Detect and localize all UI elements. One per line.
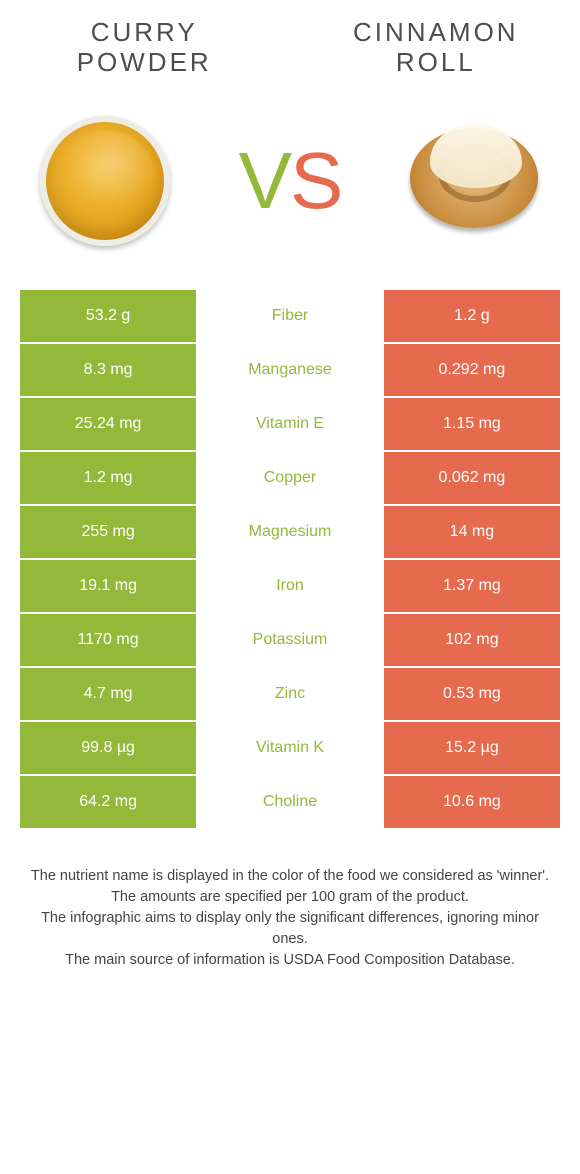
left-value: 8.3 mg <box>20 344 198 396</box>
right-value: 102 mg <box>382 614 560 666</box>
left-value: 255 mg <box>20 506 198 558</box>
right-value: 1.2 g <box>382 290 560 342</box>
right-value: 0.062 mg <box>382 452 560 504</box>
footer-line-2: The amounts are specified per 100 gram o… <box>28 887 552 908</box>
right-food-title: CINNAMON ROLL <box>312 18 560 78</box>
vs-letter-s: S <box>290 135 341 227</box>
nutrient-label: Iron <box>198 560 382 612</box>
table-row: 25.24 mgVitamin E1.15 mg <box>20 398 560 452</box>
table-row: 1170 mgPotassium102 mg <box>20 614 560 668</box>
table-row: 8.3 mgManganese0.292 mg <box>20 344 560 398</box>
footer-line-4: The main source of information is USDA F… <box>28 950 552 971</box>
nutrient-label: Copper <box>198 452 382 504</box>
right-value: 14 mg <box>382 506 560 558</box>
left-food-title: CURRY POWDER <box>20 18 268 78</box>
right-value: 0.292 mg <box>382 344 560 396</box>
footer-line-1: The nutrient name is displayed in the co… <box>28 866 552 887</box>
left-value: 53.2 g <box>20 290 198 342</box>
nutrient-label: Manganese <box>198 344 382 396</box>
right-food-image <box>400 106 550 256</box>
right-value: 10.6 mg <box>382 776 560 828</box>
nutrient-label: Choline <box>198 776 382 828</box>
nutrient-label: Potassium <box>198 614 382 666</box>
infographic-root: CURRY POWDER CINNAMON ROLL V S 53.2 gFib… <box>0 0 580 991</box>
footer-line-3: The infographic aims to display only the… <box>28 908 552 950</box>
left-value: 1.2 mg <box>20 452 198 504</box>
nutrient-label: Magnesium <box>198 506 382 558</box>
cinnamon-roll-icon <box>400 116 550 246</box>
titles-row: CURRY POWDER CINNAMON ROLL <box>20 18 560 78</box>
left-value: 25.24 mg <box>20 398 198 450</box>
table-row: 4.7 mgZinc0.53 mg <box>20 668 560 722</box>
vs-letter-v: V <box>239 135 290 227</box>
left-value: 1170 mg <box>20 614 198 666</box>
left-value: 4.7 mg <box>20 668 198 720</box>
left-value: 64.2 mg <box>20 776 198 828</box>
nutrient-table: 53.2 gFiber1.2 g8.3 mgManganese0.292 mg2… <box>20 288 560 830</box>
table-row: 99.8 µgVitamin K15.2 µg <box>20 722 560 776</box>
nutrient-label: Vitamin K <box>198 722 382 774</box>
nutrient-label: Fiber <box>198 290 382 342</box>
left-food-image <box>30 106 180 256</box>
table-row: 64.2 mgCholine10.6 mg <box>20 776 560 830</box>
right-value: 1.15 mg <box>382 398 560 450</box>
table-row: 255 mgMagnesium14 mg <box>20 506 560 560</box>
curry-powder-icon <box>40 116 170 246</box>
table-row: 19.1 mgIron1.37 mg <box>20 560 560 614</box>
left-value: 99.8 µg <box>20 722 198 774</box>
left-value: 19.1 mg <box>20 560 198 612</box>
right-value: 15.2 µg <box>382 722 560 774</box>
right-value: 0.53 mg <box>382 668 560 720</box>
table-row: 53.2 gFiber1.2 g <box>20 290 560 344</box>
footer-notes: The nutrient name is displayed in the co… <box>20 866 560 991</box>
table-row: 1.2 mgCopper0.062 mg <box>20 452 560 506</box>
nutrient-label: Zinc <box>198 668 382 720</box>
nutrient-label: Vitamin E <box>198 398 382 450</box>
right-value: 1.37 mg <box>382 560 560 612</box>
vs-row: V S <box>20 106 560 256</box>
vs-label: V S <box>239 135 342 227</box>
